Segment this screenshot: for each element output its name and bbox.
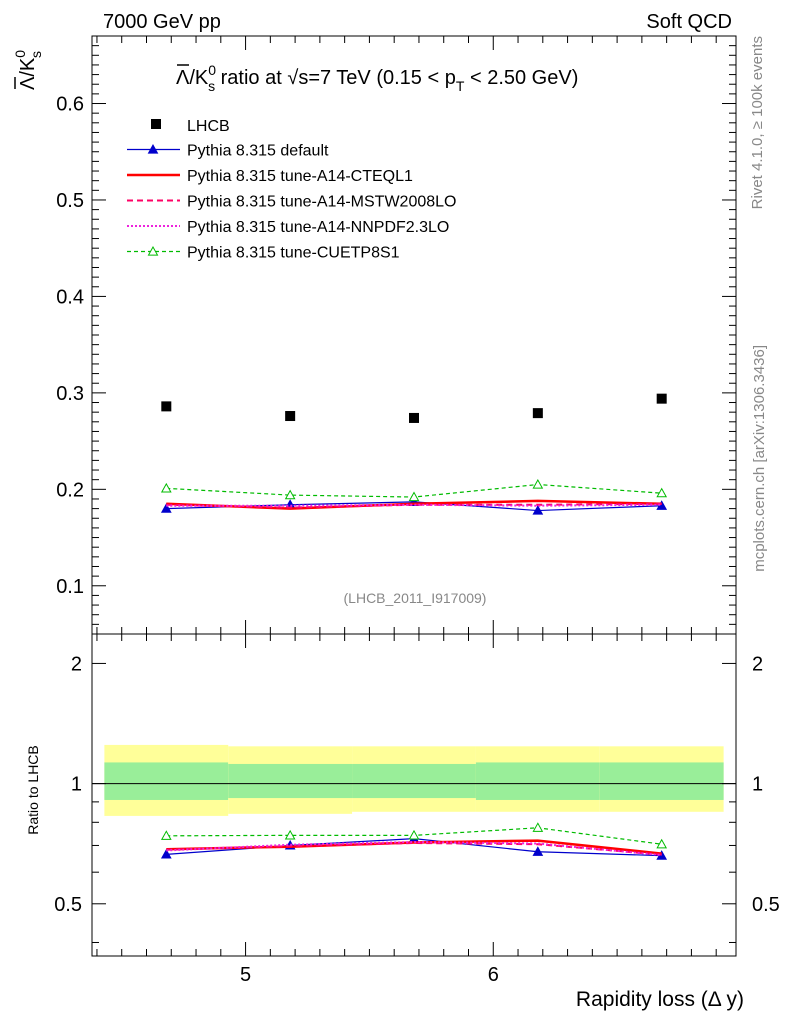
series-point-0 (532, 505, 544, 515)
header-right: Soft QCD (646, 11, 732, 33)
title-mid: ratio at (215, 67, 287, 89)
y-axis-label: Λ/K0s (12, 50, 44, 90)
y-label-lambda: Λ (17, 76, 39, 90)
y-tick-label: 0.3 (56, 383, 84, 405)
legend-label-1: Pythia 8.315 tune-A14-CTEQL1 (187, 168, 413, 185)
title-sub: s (208, 78, 215, 94)
legend-label-0: Pythia 8.315 default (187, 143, 329, 160)
svg-text:Λ/K0s: Λ/K0s (12, 50, 44, 90)
x-tick-label: 6 (488, 964, 499, 986)
ratio-series-point-4 (656, 838, 668, 849)
uncertainty-band-inner (475, 762, 600, 800)
title-sqrt: √ (287, 67, 298, 89)
y-label-sub: s (28, 51, 44, 58)
ratio-y-tick-label-right: 2 (752, 653, 763, 675)
legend-label-data: LHCB (187, 118, 230, 135)
series-line-3 (166, 503, 662, 507)
series-point-4 (532, 478, 544, 489)
rivet-label: Rivet 4.1.0, ≥ 100k events (749, 36, 766, 209)
ratio-series-point-4 (284, 829, 296, 840)
y-tick-label: 0.4 (56, 286, 84, 308)
legend-label-3: Pythia 8.315 tune-A14-NNPDF2.3LO (187, 219, 449, 236)
data-point (532, 408, 543, 419)
ratio-y-tick-label: 1 (71, 774, 82, 796)
data-point (409, 412, 419, 423)
ratio-series-point-4 (408, 829, 420, 840)
mcplots-label: mcplots.cern.ch [arXiv:1306.3436] (751, 345, 768, 572)
ratio-y-label: Ratio to LHCB (25, 745, 41, 834)
y-tick-label: 0.2 (56, 479, 84, 501)
ratio-y-tick-label: 2 (71, 653, 82, 675)
ratio-series-line-3 (166, 841, 662, 857)
legend-label-2: Pythia 8.315 tune-A14-MSTW2008LO (187, 194, 456, 211)
uncertainty-band-inner (352, 763, 476, 799)
ratio-series-point-0 (160, 848, 172, 859)
title-ratio-label: /K (189, 67, 209, 89)
title-sqrt-s: s (298, 67, 308, 89)
y-tick-label: 0.5 (56, 190, 84, 212)
series-point-4 (408, 491, 420, 502)
ratio-plot-frame (91, 633, 737, 957)
legend-label-4: Pythia 8.315 tune-CUETP8S1 (187, 245, 400, 262)
data-point (161, 401, 172, 412)
x-tick-label: 5 (240, 964, 251, 986)
y-label-sup: 0 (12, 50, 28, 58)
series-point-4 (656, 487, 668, 498)
ratio-series-point-4 (532, 822, 544, 832)
x-axis-label: Rapidity loss (Δ y) (576, 988, 744, 1011)
title-sup: 0 (208, 62, 216, 78)
chart-title: Λ/K0 s ratio at √s=7 TeV (0.15 < pT < 2.5… (176, 62, 578, 94)
title-lambda: Λ (176, 67, 190, 89)
y-label-main: /K (17, 57, 39, 77)
header-left: 7000 GeV pp (103, 11, 221, 33)
uncertainty-band-inner (228, 763, 353, 799)
legend-marker-0 (147, 143, 159, 154)
title-end: < 2.50 GeV) (464, 67, 578, 89)
ratio-y-tick-label: 0.5 (54, 894, 82, 916)
uncertainty-band-inner (104, 762, 229, 800)
series-point-0 (160, 503, 172, 513)
data-point (285, 411, 296, 422)
y-tick-label: 0.6 (56, 94, 84, 116)
title-energy: =7 TeV (0.15 < p (308, 67, 456, 89)
series-point-4 (160, 482, 172, 493)
data-point (656, 393, 667, 404)
analysis-id: (LHCB_2011_I917009) (344, 590, 487, 606)
legend-marker-4 (147, 245, 159, 256)
title-pt-sub: T (456, 78, 465, 94)
ratio-series-point-0 (532, 846, 544, 856)
ratio-y-tick-label-right: 0.5 (752, 894, 780, 916)
ratio-series-point-4 (160, 830, 172, 840)
y-tick-label: 0.1 (56, 576, 84, 598)
series-point-4 (284, 489, 296, 500)
ratio-y-tick-label-right: 1 (752, 774, 763, 796)
uncertainty-band-inner (599, 762, 724, 800)
svg-text:Λ/K0s ratio at √s=7 TeV (0.15: Λ/K0 s ratio at √s=7 TeV (0.15 < pT < 2.5… (176, 62, 578, 94)
legend-marker-data (151, 119, 161, 129)
